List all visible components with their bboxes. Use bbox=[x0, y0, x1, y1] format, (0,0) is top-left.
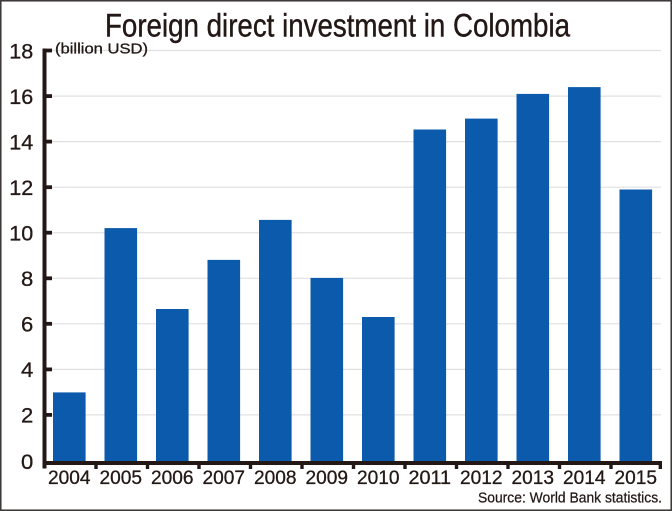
svg-text:2013: 2013 bbox=[512, 468, 555, 489]
svg-text:2: 2 bbox=[21, 404, 33, 428]
svg-text:18: 18 bbox=[9, 39, 33, 63]
svg-text:2012: 2012 bbox=[460, 468, 503, 489]
svg-text:2008: 2008 bbox=[254, 468, 297, 489]
svg-text:2015: 2015 bbox=[615, 468, 658, 489]
svg-text:Source: World Bank statistics.: Source: World Bank statistics. bbox=[478, 490, 662, 507]
svg-text:14: 14 bbox=[9, 130, 33, 154]
svg-text:2007: 2007 bbox=[203, 468, 246, 489]
svg-text:(billion USD): (billion USD) bbox=[55, 42, 148, 58]
svg-text:2011: 2011 bbox=[409, 468, 452, 489]
svg-text:Foreign direct investment in C: Foreign direct investment in Colombia bbox=[105, 7, 570, 43]
svg-text:2009: 2009 bbox=[306, 468, 349, 489]
svg-text:2006: 2006 bbox=[151, 468, 194, 489]
svg-text:2014: 2014 bbox=[563, 468, 606, 489]
svg-text:4: 4 bbox=[21, 358, 33, 382]
svg-text:2005: 2005 bbox=[100, 468, 143, 489]
svg-text:2004: 2004 bbox=[48, 468, 91, 489]
svg-text:6: 6 bbox=[21, 313, 33, 337]
svg-text:8: 8 bbox=[21, 267, 33, 291]
svg-text:12: 12 bbox=[9, 176, 33, 200]
svg-text:2010: 2010 bbox=[357, 468, 400, 489]
svg-text:10: 10 bbox=[9, 222, 33, 246]
svg-text:16: 16 bbox=[9, 85, 33, 109]
svg-text:0: 0 bbox=[21, 450, 33, 474]
